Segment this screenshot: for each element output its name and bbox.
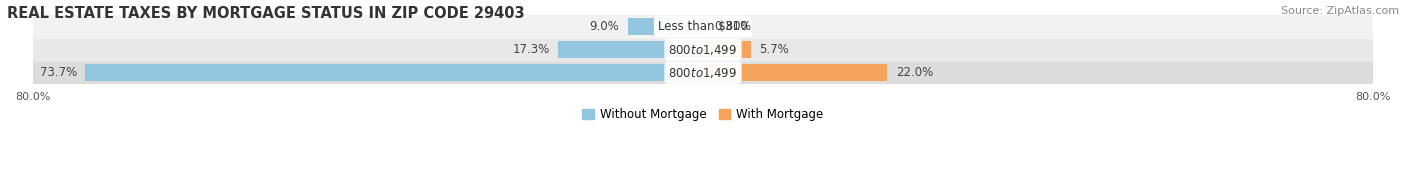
- Bar: [86, 64, 703, 81]
- Bar: [32, 38, 1374, 61]
- Text: Less than $800: Less than $800: [658, 20, 748, 33]
- Text: REAL ESTATE TAXES BY MORTGAGE STATUS IN ZIP CODE 29403: REAL ESTATE TAXES BY MORTGAGE STATUS IN …: [7, 6, 524, 21]
- Text: 9.0%: 9.0%: [589, 20, 619, 33]
- Bar: [703, 18, 706, 35]
- Text: 5.7%: 5.7%: [759, 43, 789, 56]
- Bar: [703, 41, 751, 58]
- Text: 22.0%: 22.0%: [896, 66, 934, 79]
- Text: 0.31%: 0.31%: [714, 20, 751, 33]
- Bar: [558, 41, 703, 58]
- Bar: [32, 15, 1374, 38]
- Bar: [627, 18, 703, 35]
- Text: 73.7%: 73.7%: [39, 66, 77, 79]
- Text: Source: ZipAtlas.com: Source: ZipAtlas.com: [1281, 6, 1399, 16]
- Bar: [32, 61, 1374, 84]
- Text: $800 to $1,499: $800 to $1,499: [668, 43, 738, 57]
- Text: $800 to $1,499: $800 to $1,499: [668, 66, 738, 80]
- Legend: Without Mortgage, With Mortgage: Without Mortgage, With Mortgage: [578, 103, 828, 125]
- Text: 17.3%: 17.3%: [512, 43, 550, 56]
- Bar: [703, 64, 887, 81]
